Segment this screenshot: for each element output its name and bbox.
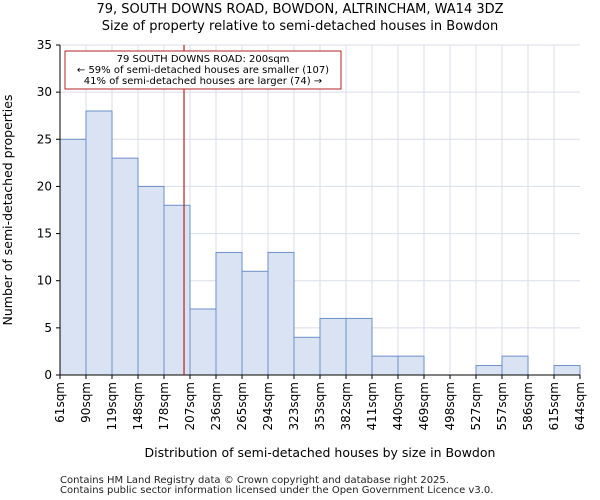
histogram-bar: [59, 138, 87, 376]
y-tick-label: 0: [44, 368, 52, 382]
histogram-bar: [137, 185, 165, 376]
footer-copyright: Contains HM Land Registry data © Crown c…: [60, 475, 449, 486]
histogram-bar: [85, 110, 113, 376]
histogram-bar: [345, 317, 373, 376]
y-tick-label: 20: [37, 179, 52, 193]
x-tick-label: 207sqm: [183, 382, 197, 430]
x-tick-label: 557sqm: [495, 382, 509, 430]
x-tick-label: 615sqm: [547, 382, 561, 430]
x-tick-label: 61sqm: [53, 382, 67, 423]
histogram-bar: [371, 355, 399, 376]
x-tick-label: 644sqm: [573, 382, 587, 430]
y-tick-label: 15: [37, 227, 52, 241]
histogram-bar: [475, 365, 503, 376]
x-tick-label: 119sqm: [105, 382, 119, 430]
histogram-bar: [397, 355, 425, 376]
chart-title: 79, SOUTH DOWNS ROAD, BOWDON, ALTRINCHAM…: [96, 2, 504, 17]
bars-layer: [59, 110, 581, 376]
histogram-bar: [189, 308, 217, 376]
x-tick-label: 498sqm: [443, 382, 457, 430]
x-tick-label: 469sqm: [417, 382, 431, 430]
y-tick-label: 35: [37, 38, 52, 52]
histogram-bar: [293, 336, 321, 376]
x-tick-label: 90sqm: [79, 382, 93, 423]
x-tick-label: 586sqm: [521, 382, 535, 430]
histogram-bar: [215, 251, 243, 376]
x-tick-label: 265sqm: [235, 382, 249, 430]
y-tick-label: 30: [37, 85, 52, 99]
x-tick-label: 323sqm: [287, 382, 301, 430]
x-tick-label: 440sqm: [391, 382, 405, 430]
histogram-bar: [111, 157, 139, 376]
y-axis-title: Number of semi-detached properties: [0, 95, 15, 326]
histogram-bar: [241, 270, 269, 376]
x-tick-label: 411sqm: [365, 382, 379, 430]
y-tick-label: 25: [37, 132, 52, 146]
y-tick-label: 5: [44, 321, 52, 335]
x-tick-label: 178sqm: [157, 382, 171, 430]
annotation-line-2: ← 59% of semi-detached houses are smalle…: [77, 65, 329, 76]
histogram-bar: [501, 355, 529, 376]
x-tick-label: 148sqm: [131, 382, 145, 430]
x-tick-label: 294sqm: [261, 382, 275, 430]
axes-layer: 0 5 10 15 20 25 30 35 61sqm 90sqm 119sqm 148sqm 178s…: [0, 38, 587, 460]
x-tick-label: 382sqm: [339, 382, 353, 430]
annotation-box: [64, 50, 342, 90]
y-tick-label: 10: [37, 274, 52, 288]
annotation-layer: 79 SOUTH DOWNS ROAD: 200sqm← 59% of semi…: [64, 45, 342, 375]
annotation-line-3: 41% of semi-detached houses are larger (…: [84, 76, 322, 87]
x-axis-title: Distribution of semi-detached houses by …: [145, 445, 496, 460]
histogram-bar: [553, 365, 581, 376]
histogram-bar: [267, 251, 295, 376]
histogram-bar: [163, 204, 191, 376]
x-tick-label: 353sqm: [313, 382, 327, 430]
x-tick-label: 236sqm: [209, 382, 223, 430]
chart-subtitle: Size of property relative to semi-detach…: [101, 19, 499, 34]
x-tick-label: 527sqm: [469, 382, 483, 430]
footer-licence: Contains public sector information licen…: [60, 485, 494, 496]
annotation-line-1: 79 SOUTH DOWNS ROAD: 200sqm: [117, 54, 290, 65]
histogram-bar: [319, 317, 347, 376]
